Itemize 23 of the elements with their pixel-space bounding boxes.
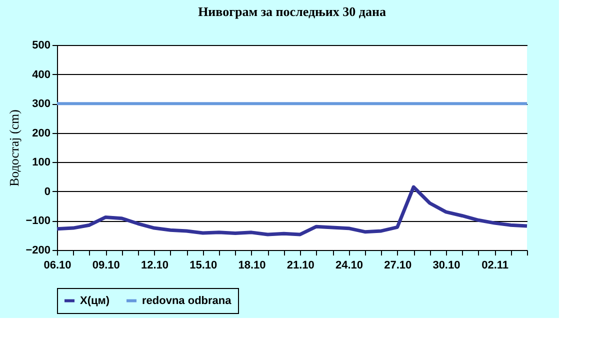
legend-label: redovna odbrana [142,294,232,307]
chart-title: Нивограм за последњих 30 дана [198,4,386,19]
y-tick-label: 400 [32,68,50,81]
x-tick-label: 27.10 [384,260,412,272]
x-tick-label: 02.11 [482,260,509,272]
y-tick-label: 200 [32,127,50,140]
x-tick-label: 18.10 [238,260,266,272]
y-tick-label: 300 [32,98,50,110]
x-tick-label: 30.10 [432,260,460,272]
x-tick-label: 12.10 [140,260,169,272]
y-axis-title: Водостај (cm) [6,109,22,187]
y-tick-label: 100 [32,156,50,169]
y-tick-label: −100 [26,215,50,228]
y-tick-label: −200 [26,244,50,256]
legend-label: X(цм) [80,294,110,307]
x-tick-label: 24.10 [335,260,363,272]
x-tick-label: 09.10 [92,260,120,272]
line-series [55,185,529,236]
y-tick-label: 500 [32,40,50,52]
x-tick-label: 21.10 [286,260,314,272]
x-tick-label: 06.10 [44,260,72,272]
y-tick-label: 0 [44,186,50,198]
x-tick-label: 15.10 [190,260,218,272]
